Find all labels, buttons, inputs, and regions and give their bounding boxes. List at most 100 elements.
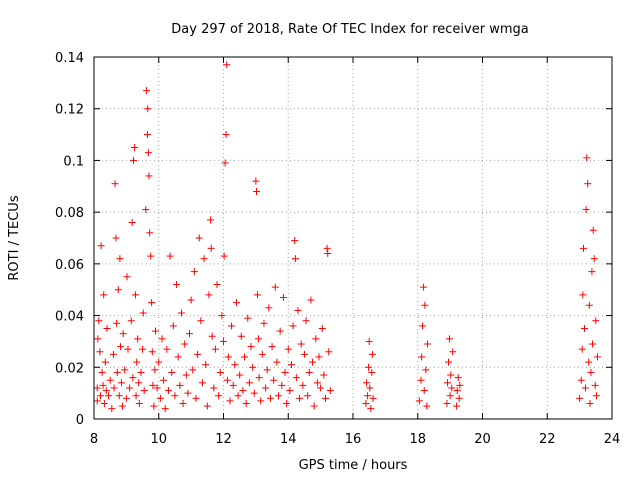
x-tick-label: 12 <box>215 432 232 447</box>
data-point <box>192 394 200 402</box>
data-point <box>289 322 297 330</box>
data-point <box>127 317 135 325</box>
data-point <box>365 363 373 371</box>
data-point <box>139 345 147 353</box>
y-tick-label: 0 <box>76 413 84 428</box>
data-point <box>423 340 431 348</box>
data-point <box>161 405 169 413</box>
data-point <box>129 156 137 164</box>
data-point <box>158 335 166 343</box>
data-point <box>187 296 195 304</box>
data-point <box>260 319 268 327</box>
data-point <box>593 353 601 361</box>
data-point <box>106 376 114 384</box>
x-tick-label: 18 <box>409 432 426 447</box>
data-point <box>271 283 279 291</box>
data-point <box>278 381 286 389</box>
data-point <box>169 322 177 330</box>
data-point <box>102 387 110 395</box>
data-point <box>270 376 278 384</box>
data-point <box>105 392 113 400</box>
data-point <box>173 281 181 289</box>
data-point <box>210 384 218 392</box>
data-point <box>453 402 461 410</box>
x-tick-label: 16 <box>345 432 362 447</box>
data-point <box>220 337 227 345</box>
x-tick-label: 14 <box>280 432 297 447</box>
data-point <box>419 322 427 330</box>
data-point <box>131 291 139 299</box>
data-point <box>143 131 151 139</box>
data-point <box>455 394 463 402</box>
data-point <box>189 366 197 374</box>
data-point <box>94 335 102 343</box>
data-point <box>284 345 292 353</box>
x-axis-label: GPS time / hours <box>299 458 408 473</box>
data-point <box>590 255 598 263</box>
data-point <box>589 226 597 234</box>
data-point <box>299 381 307 389</box>
data-point <box>174 353 182 361</box>
data-point <box>326 387 334 395</box>
data-point <box>153 384 161 392</box>
data-point <box>420 283 428 291</box>
data-point <box>584 180 592 188</box>
data-point <box>122 394 130 402</box>
data-point <box>194 350 202 358</box>
data-point <box>276 327 284 335</box>
x-tick-label: 22 <box>539 432 556 447</box>
chart-title: Day 297 of 2018, Rate Of TEC Index for r… <box>171 22 528 37</box>
data-point <box>142 87 150 95</box>
data-point <box>253 187 261 195</box>
data-point <box>279 293 287 301</box>
data-point <box>207 244 215 252</box>
data-point <box>208 332 216 340</box>
data-point <box>215 392 223 400</box>
data-point <box>313 379 321 387</box>
data-point <box>275 392 283 400</box>
data-point <box>317 384 325 392</box>
data-point <box>262 384 270 392</box>
data-point <box>112 234 120 242</box>
data-point <box>237 332 245 340</box>
data-point <box>583 154 591 162</box>
data-point <box>108 405 116 413</box>
data-point <box>197 317 205 325</box>
data-point <box>213 281 221 289</box>
data-point <box>577 376 585 384</box>
x-tick-label: 8 <box>90 432 98 447</box>
data-point <box>114 286 122 294</box>
data-point <box>585 301 593 309</box>
data-point <box>422 366 430 374</box>
data-point <box>582 206 590 214</box>
data-point <box>446 392 454 400</box>
data-point <box>171 392 179 400</box>
data-point <box>309 358 317 366</box>
data-point <box>586 399 594 407</box>
axis-ticks: 8 10 12 14 16 18 20 22 24 0 0.02 0.04 0.06 0.08 0.1 0.1… <box>55 51 620 447</box>
data-point <box>176 381 184 389</box>
data-point <box>205 291 213 299</box>
data-point <box>146 229 154 237</box>
data-point <box>287 361 295 369</box>
data-point <box>147 252 155 260</box>
data-point <box>229 381 237 389</box>
data-point <box>101 358 109 366</box>
data-point <box>273 358 281 366</box>
data-point <box>297 340 305 348</box>
data-point <box>156 394 164 402</box>
data-point <box>103 325 111 332</box>
data-point <box>250 389 258 397</box>
data-point <box>364 392 372 400</box>
data-point <box>195 234 203 242</box>
y-tick-label: 0.14 <box>55 51 84 66</box>
x-tick-label: 24 <box>604 432 621 447</box>
data-point <box>307 296 315 304</box>
data-point <box>265 304 273 312</box>
data-point <box>135 379 143 387</box>
data-point <box>118 402 126 410</box>
data-point <box>184 389 192 397</box>
data-point <box>198 379 206 387</box>
data-point <box>149 381 157 389</box>
